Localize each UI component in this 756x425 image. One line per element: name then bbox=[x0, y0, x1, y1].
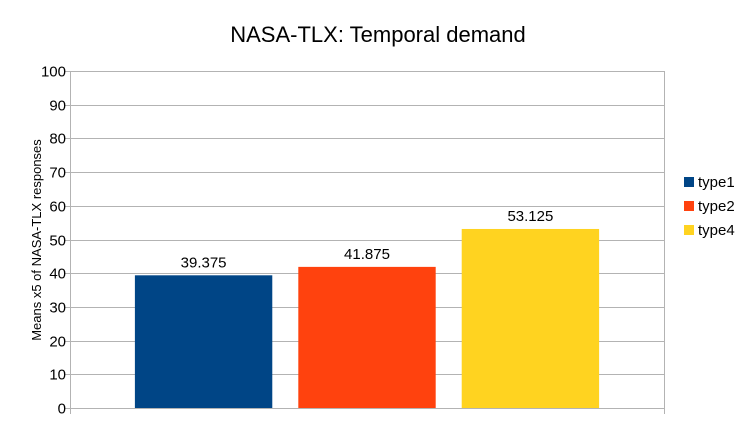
data-label-type4: 53.125 bbox=[507, 208, 553, 225]
y-tick-label: 30 bbox=[49, 300, 66, 317]
bar-type4 bbox=[461, 228, 600, 408]
y-tick-label: 80 bbox=[49, 131, 66, 148]
chart-title: NASA-TLX: Temporal demand bbox=[230, 22, 526, 47]
y-tick-label: 70 bbox=[49, 165, 66, 182]
y-tick-label: 10 bbox=[49, 367, 66, 384]
bar-type2 bbox=[298, 266, 436, 408]
y-axis-label: Means x5 of NASA-TLX responses bbox=[29, 139, 44, 341]
y-tick-label: 40 bbox=[49, 266, 66, 283]
data-label-type2: 41.875 bbox=[344, 246, 390, 263]
axes: 0 10 20 30 40 50 60 70 80 90 100 bbox=[41, 64, 665, 418]
legend-swatch-type2 bbox=[684, 201, 694, 211]
legend: type1 type2 type4 bbox=[684, 174, 735, 239]
legend-label-type1: type1 bbox=[698, 174, 735, 191]
y-tick-label: 50 bbox=[49, 233, 66, 250]
legend-swatch-type1 bbox=[684, 177, 694, 187]
legend-label-type2: type2 bbox=[698, 198, 735, 215]
y-tick-label: 20 bbox=[49, 334, 66, 351]
bars bbox=[134, 228, 600, 408]
y-tick-label: 60 bbox=[49, 199, 66, 216]
y-tick-label: 100 bbox=[41, 64, 66, 81]
y-tick-label: 0 bbox=[58, 401, 66, 418]
legend-swatch-type4 bbox=[684, 225, 694, 235]
data-labels: 39.375 41.875 53.125 bbox=[181, 208, 554, 271]
y-tick-label: 90 bbox=[49, 98, 66, 115]
legend-label-type4: type4 bbox=[698, 222, 735, 239]
data-label-type1: 39.375 bbox=[181, 254, 227, 271]
bar-type1 bbox=[134, 275, 273, 408]
